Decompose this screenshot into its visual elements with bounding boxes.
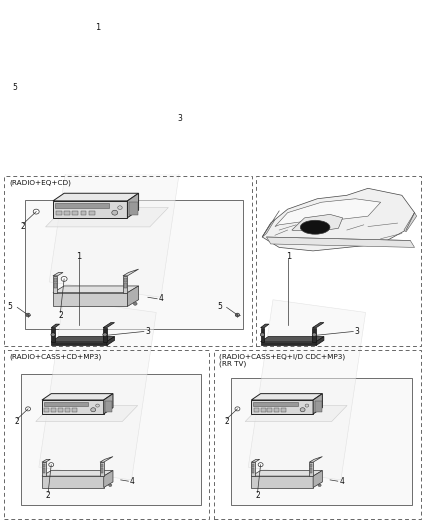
Circle shape [260,333,265,336]
Text: (RADIO+CASS+CD+MP3): (RADIO+CASS+CD+MP3) [9,353,102,360]
Text: 1: 1 [77,252,82,260]
Text: 2: 2 [46,491,50,500]
Text: 2: 2 [255,491,260,500]
Bar [254,408,259,412]
Polygon shape [64,124,140,130]
Polygon shape [261,337,324,341]
Polygon shape [251,459,260,462]
Bar [274,408,279,412]
Bar [54,278,57,282]
Bar [51,408,56,412]
Bar [80,211,86,215]
Bar [4,176,252,347]
Polygon shape [127,286,139,306]
Polygon shape [126,108,140,114]
Polygon shape [49,80,191,297]
Polygon shape [42,470,113,476]
Polygon shape [292,215,343,231]
Polygon shape [261,324,269,328]
Polygon shape [261,328,264,341]
Polygon shape [103,328,107,341]
Bar [124,283,126,289]
Text: 2: 2 [224,417,229,426]
Text: 5: 5 [8,302,13,311]
Polygon shape [103,323,115,328]
Bar [55,204,109,208]
Text: 3: 3 [178,114,183,123]
Circle shape [26,313,30,317]
Text: 2: 2 [15,417,19,426]
Bar [89,211,95,215]
Bar [101,468,103,472]
Text: (RADIO+CASS+EQ+I/D CDC+MP3)
(RR TV): (RADIO+CASS+EQ+I/D CDC+MP3) (RR TV) [219,353,345,367]
Bar [281,408,286,412]
Circle shape [96,404,99,407]
Polygon shape [404,212,417,232]
Polygon shape [100,462,104,476]
Circle shape [118,206,122,209]
Circle shape [91,408,96,412]
Bar [72,211,78,215]
Circle shape [49,462,54,467]
Bar [310,468,313,472]
Bar [101,464,103,467]
Bar [43,464,45,467]
Bar [44,402,88,406]
Polygon shape [131,124,140,135]
Polygon shape [123,269,139,276]
Polygon shape [126,114,131,130]
Polygon shape [64,130,131,135]
Bar [64,211,70,215]
Bar [105,400,113,412]
Polygon shape [51,328,55,341]
Polygon shape [46,208,168,227]
Polygon shape [251,462,255,476]
Circle shape [103,333,107,336]
Polygon shape [309,462,313,476]
Bar [256,176,421,347]
Text: 1: 1 [286,252,291,260]
Circle shape [318,484,321,487]
Circle shape [51,333,55,336]
Text: 4: 4 [130,477,135,485]
Polygon shape [53,276,58,293]
Polygon shape [42,462,46,476]
Text: 5: 5 [13,83,18,92]
Polygon shape [53,193,139,201]
Bar [252,468,254,472]
Bar [44,408,49,412]
Polygon shape [42,476,104,488]
Polygon shape [275,199,381,227]
Bar [56,211,62,215]
Bar [25,200,243,329]
Circle shape [26,407,30,411]
Polygon shape [313,328,316,341]
Polygon shape [313,394,322,414]
Text: 3: 3 [355,327,360,336]
Text: 5: 5 [217,302,222,311]
Circle shape [235,407,240,411]
Circle shape [300,408,305,412]
Polygon shape [39,300,156,480]
Polygon shape [107,337,115,346]
Bar [4,350,209,518]
Circle shape [112,210,118,215]
Circle shape [305,404,309,407]
Bar [252,464,254,467]
Circle shape [109,484,112,487]
Polygon shape [51,324,60,328]
Bar [65,408,70,412]
Polygon shape [42,400,104,414]
Circle shape [126,120,132,124]
Polygon shape [266,237,415,247]
Polygon shape [53,272,63,276]
Polygon shape [309,457,322,462]
Bar [54,283,57,289]
Polygon shape [104,394,113,414]
Polygon shape [251,476,313,488]
Text: 2: 2 [58,311,63,320]
Polygon shape [248,300,365,480]
Polygon shape [251,394,322,400]
Polygon shape [313,470,322,488]
Bar [315,400,322,412]
